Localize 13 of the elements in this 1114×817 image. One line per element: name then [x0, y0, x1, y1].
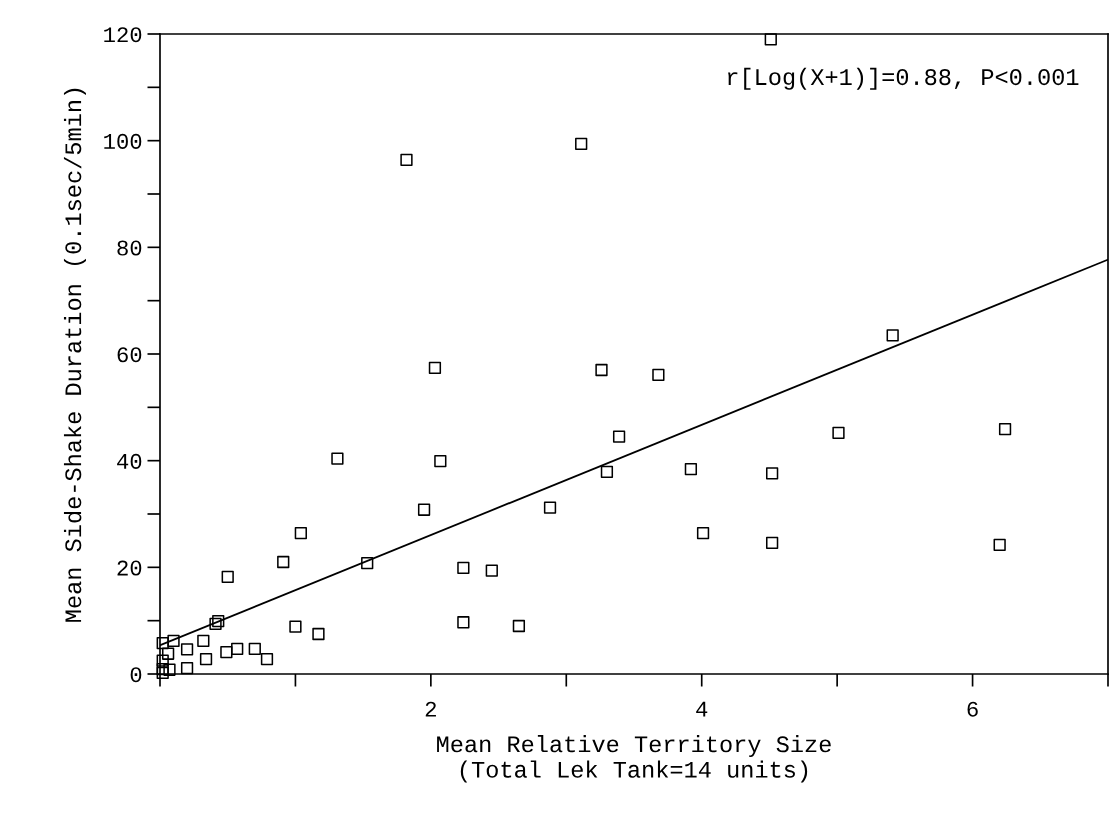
y-tick-label: 120: [104, 27, 142, 43]
y-tick-label: 60: [117, 347, 142, 363]
y-tick-label: 40: [117, 453, 142, 469]
y-tick-label: 0: [130, 667, 142, 683]
x-tick-label: 6: [967, 701, 978, 717]
x-tick-label: 4: [696, 701, 708, 717]
annotation: r[Log(X+1)]=0.88, P<0.001: [728, 67, 1079, 90]
x-tick-label: 2: [425, 701, 436, 717]
x-axis-title: Mean Relative Territory Size (Total Lek Tank=14 units): [437, 734, 831, 783]
y-tick-label: 20: [117, 560, 142, 576]
y-tick-label: 80: [117, 240, 142, 256]
y-axis-title: Mean Side-Shake Duration (0.1sec/5min): [63, 88, 86, 622]
y-tick-label: 100: [104, 133, 142, 149]
